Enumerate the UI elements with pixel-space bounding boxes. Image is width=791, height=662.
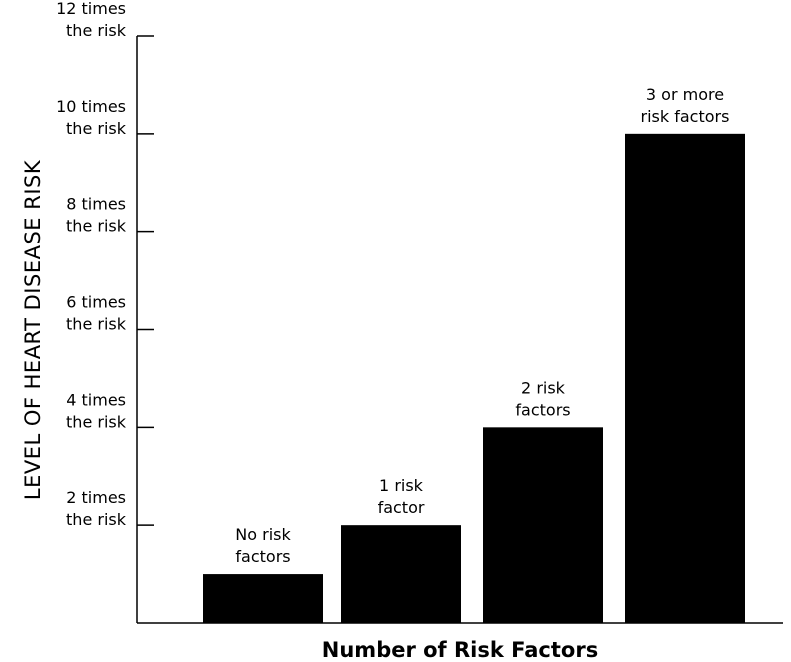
bars (203, 133, 745, 624)
y-ticks: 2 times the risk 4 times the risk 6 times the… (56, 0, 154, 529)
bar (341, 525, 461, 623)
y-tick-label-line: 4 times (66, 390, 126, 409)
bar-label-line: factors (235, 547, 290, 566)
y-tick-label-line: 12 times (56, 0, 126, 18)
x-axis-label: Number of Risk Factors (322, 638, 598, 662)
y-tick-label: 4 times the risk (66, 390, 127, 431)
bar-label: 1 risk factor (378, 476, 425, 517)
y-tick-label-line: the risk (66, 21, 127, 40)
bar-label-line: 2 risk (521, 378, 566, 397)
y-tick-label: 2 times the risk (66, 488, 127, 529)
bar-label: No risk factors (235, 525, 291, 566)
y-tick-label-line: 8 times (66, 195, 126, 214)
bar-label-line: factors (515, 400, 570, 419)
y-tick-label: 8 times the risk (66, 195, 127, 236)
bar-label: 2 risk factors (515, 378, 570, 419)
y-tick-label-line: the risk (66, 119, 127, 138)
bar-label-line: 3 or more (646, 85, 724, 104)
bar-label-line: 1 risk (379, 476, 424, 495)
y-tick-label-line: 10 times (56, 97, 126, 116)
y-tick-label-line: the risk (66, 217, 127, 236)
bar-label-line: factor (378, 498, 425, 517)
bar-label-line: risk factors (641, 107, 730, 126)
y-tick-label-line: the risk (66, 510, 127, 529)
bar-labels: No risk factors 1 risk factor 2 risk factors 3… (235, 85, 729, 566)
y-tick-label-line: the risk (66, 315, 127, 334)
y-tick-label-line: the risk (66, 412, 127, 431)
bar (483, 427, 603, 623)
y-tick-label: 10 times the risk (56, 97, 127, 138)
y-tick-label-line: 2 times (66, 488, 126, 507)
y-tick-label: 6 times the risk (66, 293, 127, 334)
bar (625, 133, 745, 624)
y-tick-label: 12 times the risk (56, 0, 127, 40)
bar (203, 574, 323, 623)
y-axis-label: LEVEL OF HEART DISEASE RISK (21, 159, 45, 500)
bar-label: 3 or more risk factors (641, 85, 730, 126)
y-tick-label-line: 6 times (66, 293, 126, 312)
bar-label-line: No risk (235, 525, 291, 544)
